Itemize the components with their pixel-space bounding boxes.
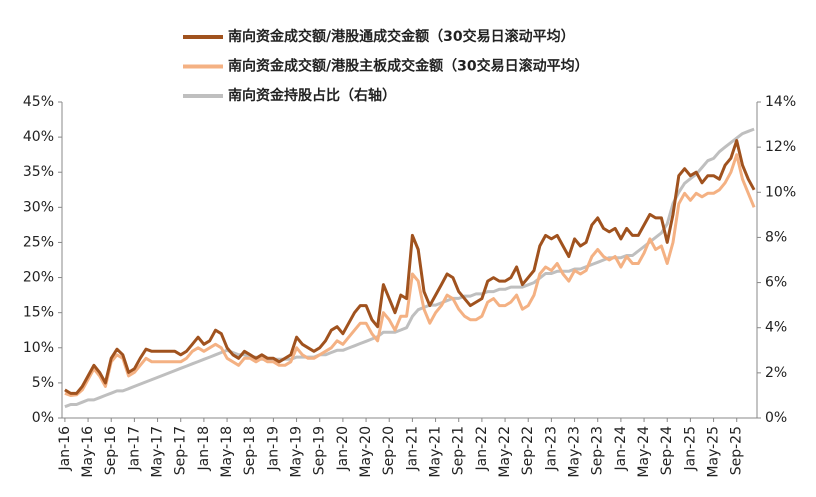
x-tick-label: Jan-19	[265, 426, 281, 471]
legend-label: 南向资金成交额/港股主板成交金额（30交易日滚动平均）	[228, 58, 589, 75]
x-tick-label: Sep-18	[242, 426, 258, 475]
y-tick-label: 45%	[23, 94, 54, 110]
x-tick-label: Jan-24	[613, 426, 629, 472]
x-tick-label: Jan-20	[335, 426, 351, 471]
x-tick-label: May-25	[706, 426, 722, 478]
x-tick-label: Sep-20	[381, 426, 397, 475]
y-tick-label: 30%	[23, 199, 54, 215]
y2-tick-label: 6%	[765, 275, 787, 291]
y2-tick-label: 0%	[765, 410, 787, 426]
x-tick-label: Jan-25	[682, 426, 698, 471]
y-tick-label: 10%	[23, 340, 54, 356]
x-tick-label: Sep-21	[451, 426, 467, 475]
y-tick-label: 0%	[32, 410, 54, 426]
series-line	[64, 153, 756, 397]
y2-tick-label: 14%	[765, 94, 796, 110]
x-tick-label: Jan-18	[196, 426, 212, 471]
y2-tick-label: 8%	[765, 229, 787, 245]
y-tick-label: 15%	[23, 305, 54, 321]
y2-tick-label: 2%	[765, 365, 787, 381]
y2-tick-label: 10%	[765, 184, 796, 200]
x-tick-label: May-23	[567, 426, 583, 478]
x-tick-label: Sep-25	[729, 426, 745, 475]
x-tick-label: May-24	[636, 426, 652, 478]
x-tick-label: Sep-24	[659, 426, 675, 475]
x-tick-label: Jan-17	[126, 426, 142, 471]
x-tick-label: Jan-16	[57, 426, 73, 472]
y-tick-label: 35%	[23, 164, 54, 180]
x-tick-label: May-21	[428, 426, 444, 478]
y2-tick-label: 12%	[765, 139, 796, 155]
x-tick-label: May-18	[219, 426, 235, 478]
x-tick-label: Jan-21	[404, 426, 420, 471]
x-tick-label: Jan-22	[474, 426, 490, 471]
x-tick-label: May-17	[150, 426, 166, 478]
x-tick-label: Sep-23	[590, 426, 606, 475]
x-tick-label: Jan-23	[543, 426, 559, 471]
x-tick-label: Sep-19	[312, 426, 328, 475]
x-tick-label: May-19	[289, 426, 305, 478]
y-tick-label: 5%	[32, 375, 54, 391]
x-tick-label: May-22	[497, 426, 513, 478]
legend-label: 南向资金持股占比（右轴）	[228, 87, 396, 104]
x-tick-label: Sep-16	[103, 426, 119, 475]
y-tick-label: 25%	[23, 234, 54, 250]
y-tick-label: 40%	[23, 129, 54, 145]
x-tick-label: May-16	[80, 426, 96, 478]
series-line	[64, 139, 756, 395]
y-tick-label: 20%	[23, 270, 54, 286]
legend-label: 南向资金成交额/港股通成交金额（30交易日滚动平均）	[228, 28, 575, 45]
x-tick-label: Sep-22	[520, 426, 536, 475]
y2-tick-label: 4%	[765, 320, 787, 336]
series-line	[64, 127, 755, 409]
x-tick-label: Sep-17	[173, 426, 189, 475]
x-tick-label: May-20	[358, 426, 374, 478]
